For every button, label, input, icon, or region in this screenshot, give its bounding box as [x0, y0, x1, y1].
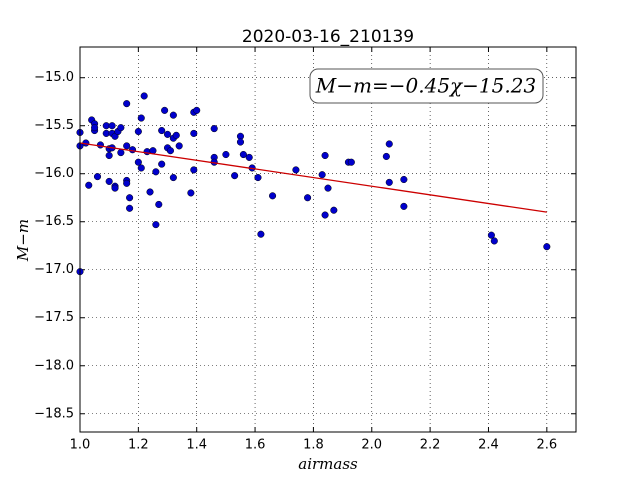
data-point	[172, 131, 180, 139]
data-point	[347, 158, 355, 166]
data-point	[210, 125, 218, 133]
chart-title: 2020-03-16_210139	[242, 27, 414, 47]
data-point	[158, 160, 166, 168]
y-axis-label: M−m	[14, 219, 32, 262]
plot-area	[80, 47, 576, 432]
annotation: M−m=−0.45χ−15.23	[315, 74, 536, 98]
x-tick-label: 1.2	[128, 438, 149, 453]
data-point	[321, 211, 329, 219]
data-point	[134, 127, 142, 136]
data-point	[85, 181, 93, 189]
data-point	[111, 184, 119, 192]
y-tick-label: −15.0	[34, 70, 74, 85]
data-point	[190, 129, 198, 137]
data-point	[152, 168, 160, 176]
data-point	[169, 111, 177, 119]
data-point	[140, 92, 148, 100]
x-tick-label: 1.0	[70, 438, 91, 453]
data-point	[134, 158, 142, 166]
plot-frame	[79, 46, 577, 433]
data-point	[126, 194, 134, 202]
data-point	[385, 178, 393, 186]
data-point	[123, 100, 131, 108]
data-point	[123, 142, 131, 150]
data-point	[222, 150, 230, 159]
data-point	[166, 147, 174, 155]
x-tick-label: 2.0	[361, 438, 382, 453]
data-point	[155, 200, 163, 209]
data-point	[143, 148, 151, 156]
x-tick-label: 1.4	[186, 438, 207, 453]
data-point	[330, 206, 338, 214]
data-point	[321, 151, 329, 160]
data-point	[105, 177, 113, 185]
data-point	[152, 221, 160, 229]
data-point	[128, 146, 137, 154]
data-point	[117, 149, 125, 157]
x-axis-label: airmass	[298, 455, 358, 473]
data-point	[126, 204, 134, 212]
y-tick-label: −17.5	[34, 310, 74, 325]
data-point	[245, 153, 253, 161]
y-tick-label: −16.5	[34, 214, 74, 229]
data-point	[158, 126, 166, 135]
data-point	[543, 243, 551, 251]
annotation-box	[309, 68, 544, 104]
data-point	[137, 164, 145, 172]
data-point	[169, 174, 177, 182]
data-point	[269, 192, 277, 200]
y-tick-label: −16.0	[34, 166, 74, 181]
data-point	[385, 140, 393, 148]
data-point	[163, 130, 172, 138]
data-point	[93, 173, 102, 181]
data-point	[146, 188, 154, 196]
x-tick-label: 1.6	[245, 438, 266, 453]
x-tick-label: 2.6	[536, 438, 557, 453]
data-point	[175, 142, 183, 150]
data-point	[137, 114, 145, 122]
data-point	[318, 171, 326, 179]
data-point	[324, 184, 332, 192]
data-point	[91, 124, 99, 132]
data-point	[108, 122, 116, 130]
data-point	[292, 166, 300, 174]
data-point	[231, 172, 239, 180]
data-point	[254, 174, 262, 182]
y-tick-label: −18.0	[34, 358, 74, 373]
x-tick-label: 2.2	[420, 438, 441, 453]
x-tick-label: 2.4	[478, 438, 499, 453]
y-tick-label: −18.5	[34, 406, 74, 421]
data-point	[487, 231, 495, 239]
data-point	[239, 150, 247, 159]
data-point	[400, 175, 408, 184]
data-point	[105, 151, 113, 160]
data-point	[187, 189, 195, 197]
data-point	[117, 124, 125, 132]
data-point	[304, 194, 312, 202]
data-point	[400, 202, 408, 210]
data-point	[96, 141, 104, 149]
x-tick-label: 1.8	[303, 438, 324, 453]
data-point	[161, 106, 169, 114]
y-tick-label: −17.0	[34, 262, 74, 277]
data-point	[382, 152, 390, 161]
data-point	[123, 179, 131, 187]
fit-line	[79, 142, 547, 213]
data-point	[490, 237, 498, 245]
data-point	[257, 230, 265, 238]
data-point	[236, 138, 245, 146]
data-point	[190, 166, 198, 174]
y-tick-label: −15.5	[34, 118, 74, 133]
data-point	[193, 106, 201, 114]
